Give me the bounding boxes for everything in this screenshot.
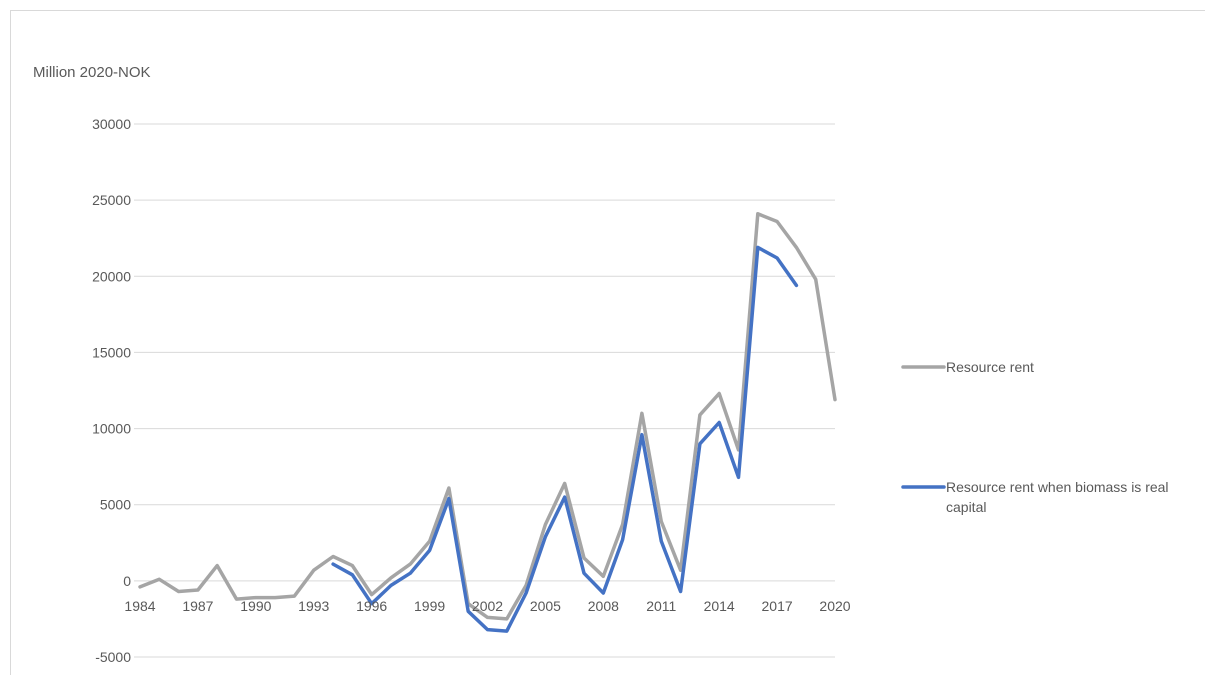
legend: Resource rent Resource rent when biomass … (901, 359, 1169, 515)
series-line-1 (138, 212, 837, 621)
x-tick-label-2017: 2017 (762, 598, 793, 614)
series-lines (138, 212, 837, 633)
x-tick-label-1993: 1993 (298, 598, 329, 614)
x-tick-label-1996: 1996 (356, 598, 387, 614)
y-tick-label-4: 15000 (92, 344, 131, 360)
x-tick-label-2002: 2002 (472, 598, 503, 614)
legend-label-1: Resource rent (946, 359, 1034, 375)
gridlines (134, 123, 835, 658)
chart-frame (10, 10, 1205, 675)
series-line-2 (331, 245, 799, 633)
legend-label-2: Resource rent when biomass is real capita… (946, 479, 1169, 515)
y-tick-label-3: 10000 (92, 421, 131, 437)
y-tick-label-1: 0 (123, 573, 131, 589)
y-tick-label-0: -5000 (95, 649, 131, 665)
x-tick-label-1999: 1999 (414, 598, 445, 614)
x-tick-label-2011: 2011 (646, 598, 676, 614)
y-axis-unit-label: Million 2020-NOK (33, 64, 151, 81)
y-tick-label-2: 5000 (100, 497, 131, 513)
x-tick-label-2005: 2005 (530, 598, 561, 614)
legend-label-2-line-2: capital (946, 499, 986, 515)
y-tick-label-5: 20000 (92, 268, 131, 284)
x-tick-label-2008: 2008 (588, 598, 619, 614)
x-tick-label-1990: 1990 (240, 598, 271, 614)
x-tick-label-2014: 2014 (704, 598, 735, 614)
legend-label-2-line-1: Resource rent when biomass is real (946, 479, 1169, 495)
x-tick-label-1984: 1984 (124, 598, 155, 614)
tick-labels: -5000 0 5000 10000 15000 20000 25000 30000 1984 1… (92, 116, 851, 665)
y-tick-label-6: 25000 (92, 192, 131, 208)
x-tick-label-2020: 2020 (819, 598, 850, 614)
x-tick-label-1987: 1987 (182, 598, 213, 614)
y-tick-label-7: 30000 (92, 116, 131, 132)
